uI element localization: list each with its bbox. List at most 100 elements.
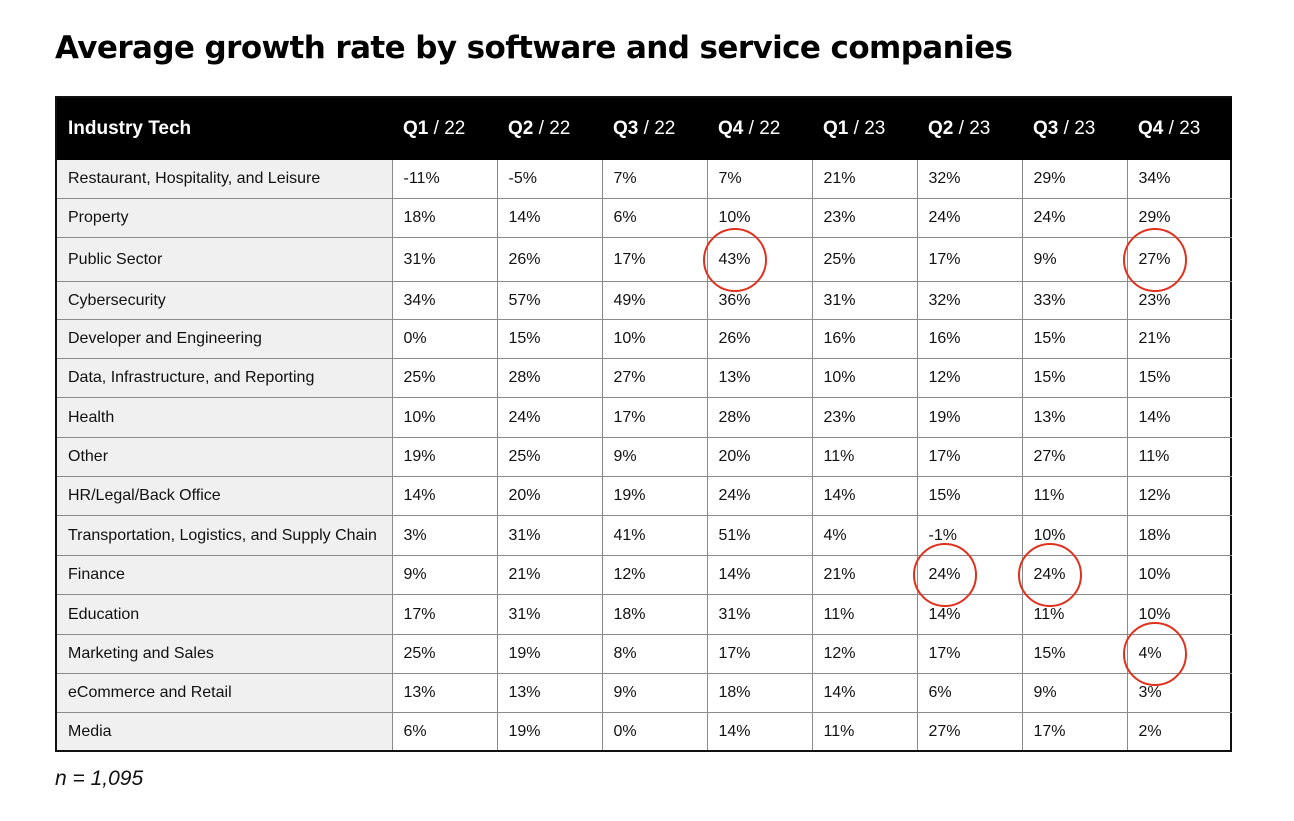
cell-value: 11% xyxy=(811,437,917,477)
cell-value: 15% xyxy=(1021,634,1127,674)
cell-value: 12% xyxy=(916,358,1022,398)
cell-value: 14% xyxy=(1126,397,1232,438)
cell-value: 31% xyxy=(811,281,917,320)
row-label: Transportation, Logistics, and Supply Ch… xyxy=(57,515,392,556)
column-quarter: Q2 xyxy=(928,118,954,139)
cell-value: 10% xyxy=(811,358,917,398)
cell-value: 15% xyxy=(496,319,602,359)
growth-table: Industry Tech Q1 / 22 Q2 / 22 Q3 / 22 Q4 / … xyxy=(55,96,1232,752)
cell-value: 11% xyxy=(811,712,917,750)
column-header-q1-22: Q1 / 22 xyxy=(392,98,497,160)
row-label: Finance xyxy=(57,555,392,595)
cell-value: 13% xyxy=(1021,397,1127,438)
cell-value: 34% xyxy=(391,281,497,320)
cell-value: 15% xyxy=(1126,358,1232,398)
cell-value: 19% xyxy=(391,437,497,477)
cell-value: 51% xyxy=(706,515,812,556)
cell-value: 15% xyxy=(916,476,1022,516)
column-header-q2-22: Q2 / 22 xyxy=(497,98,602,160)
cell-value: 31% xyxy=(706,594,812,635)
cell-value: 10% xyxy=(706,198,812,238)
cell-value: 16% xyxy=(811,319,917,359)
cell-value: 14% xyxy=(811,476,917,516)
cell-value: 41% xyxy=(601,515,707,556)
cell-value: 24% xyxy=(916,198,1022,238)
cell-value: 19% xyxy=(601,476,707,516)
column-quarter: Q3 xyxy=(613,118,639,139)
cell-value: 25% xyxy=(391,634,497,674)
table-row: HR/Legal/Back Office 14% 20% 19% 24% 14% 15% 11… xyxy=(57,476,1232,516)
row-label: Developer and Engineering xyxy=(57,319,392,359)
cell-value: 17% xyxy=(706,634,812,674)
table-row: Data, Infrastructure, and Reporting 25% 28… xyxy=(57,358,1232,398)
cell-value: 3% xyxy=(1126,673,1232,713)
table-row: Media 6% 19% 0% 14% 11% 27% 17% 2% xyxy=(57,712,1232,750)
table-row: Transportation, Logistics, and Supply Ch… xyxy=(57,515,1232,556)
table-row: Cybersecurity 34% 57% 49% 36% 31% 32% 33% 23% xyxy=(57,281,1232,320)
cell-value: 15% xyxy=(1021,319,1127,359)
cell-value: 11% xyxy=(811,594,917,635)
cell-value: 33% xyxy=(1021,281,1127,320)
cell-value: 57% xyxy=(496,281,602,320)
column-year: / 23 xyxy=(953,118,991,139)
table-row: eCommerce and Retail 13% 13% 9% 18% 14% 6% 9% 3% xyxy=(57,673,1232,713)
table-header-row: Industry Tech Q1 / 22 Q2 / 22 Q3 / 22 Q4 / … xyxy=(57,98,1232,160)
column-header-q4-23: Q4 / 23 xyxy=(1127,98,1232,160)
column-header-q3-22: Q3 / 22 xyxy=(602,98,707,160)
cell-value: 19% xyxy=(496,634,602,674)
row-label: Cybersecurity xyxy=(57,281,392,320)
cell-value: 26% xyxy=(496,237,602,282)
cell-value: 24% xyxy=(1021,198,1127,238)
cell-value: 10% xyxy=(391,397,497,438)
row-label: Health xyxy=(57,397,392,438)
cell-value: 13% xyxy=(706,358,812,398)
cell-value: 9% xyxy=(391,555,497,595)
cell-value: 25% xyxy=(496,437,602,477)
cell-value: 17% xyxy=(601,397,707,438)
cell-value: 6% xyxy=(391,712,497,750)
column-year: / 23 xyxy=(1163,118,1201,139)
cell-value: 0% xyxy=(391,319,497,359)
cell-value: 12% xyxy=(811,634,917,674)
cell-value: 11% xyxy=(1021,476,1127,516)
column-quarter: Q4 xyxy=(718,118,744,139)
header-industry-tech: Industry Tech xyxy=(68,118,192,139)
cell-value: 19% xyxy=(496,712,602,750)
cell-value: 21% xyxy=(811,160,917,199)
cell-value: 31% xyxy=(391,237,497,282)
column-header-q2-23: Q2 / 23 xyxy=(917,98,1022,160)
chart-title: Average growth rate by software and serv… xyxy=(55,30,1013,66)
cell-value: 21% xyxy=(1126,319,1232,359)
cell-value: 19% xyxy=(916,397,1022,438)
cell-value: 32% xyxy=(916,160,1022,199)
cell-value: 36% xyxy=(706,281,812,320)
cell-value: 17% xyxy=(601,237,707,282)
column-year: / 22 xyxy=(743,118,781,139)
cell-value: -1% xyxy=(916,515,1022,556)
column-quarter: Q3 xyxy=(1033,118,1059,139)
cell-value: 29% xyxy=(1126,198,1232,238)
cell-value: 10% xyxy=(1126,555,1232,595)
row-label: Marketing and Sales xyxy=(57,634,392,674)
cell-value: 17% xyxy=(916,634,1022,674)
row-label: eCommerce and Retail xyxy=(57,673,392,713)
cell-value: 14% xyxy=(496,198,602,238)
column-header-q1-23: Q1 / 23 xyxy=(812,98,917,160)
cell-value: 8% xyxy=(601,634,707,674)
table-row: Property 18% 14% 6% 10% 23% 24% 24% 29% xyxy=(57,198,1232,238)
row-label: HR/Legal/Back Office xyxy=(57,476,392,516)
sample-size-note: n = 1,095 xyxy=(55,767,144,790)
column-quarter: Q2 xyxy=(508,118,534,139)
cell-value: 9% xyxy=(1021,237,1127,282)
cell-value: 18% xyxy=(706,673,812,713)
cell-value: 27% xyxy=(1126,237,1232,282)
table-row: Finance 9% 21% 12% 14% 21% 24% 24% 10% xyxy=(57,555,1232,595)
cell-value: 23% xyxy=(811,397,917,438)
cell-value: 0% xyxy=(601,712,707,750)
cell-value: 29% xyxy=(1021,160,1127,199)
cell-value: 10% xyxy=(601,319,707,359)
row-label: Other xyxy=(57,437,392,477)
cell-value: 9% xyxy=(601,437,707,477)
cell-value: 11% xyxy=(1021,594,1127,635)
row-label: Media xyxy=(57,712,392,750)
